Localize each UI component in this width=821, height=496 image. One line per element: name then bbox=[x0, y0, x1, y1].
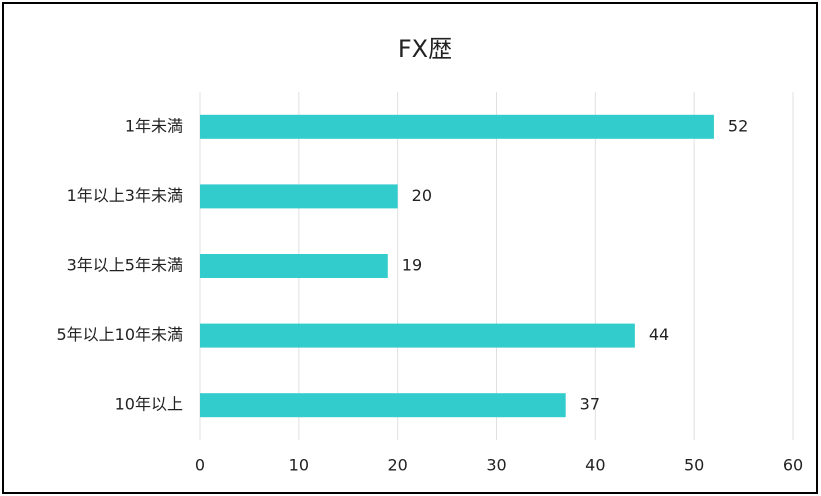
y-tick-label: 1年未満 bbox=[125, 116, 183, 135]
x-tick-label: 40 bbox=[585, 456, 605, 475]
bar bbox=[200, 184, 398, 209]
value-label: 44 bbox=[649, 325, 669, 344]
bar bbox=[200, 114, 714, 139]
bar bbox=[200, 323, 635, 348]
x-tick-label: 0 bbox=[195, 456, 205, 475]
bar bbox=[200, 254, 388, 278]
value-label: 52 bbox=[728, 116, 748, 135]
x-tick-label: 20 bbox=[387, 456, 407, 475]
chart-title: FX歴 bbox=[398, 35, 452, 63]
x-tick-label: 10 bbox=[289, 456, 309, 475]
value-label: 37 bbox=[580, 395, 600, 414]
x-tick-label: 60 bbox=[783, 456, 803, 475]
y-tick-label: 5年以上10年未満 bbox=[56, 325, 183, 344]
y-tick-label: 3年以上5年未満 bbox=[67, 256, 183, 275]
value-label: 19 bbox=[402, 256, 422, 275]
value-label: 20 bbox=[412, 186, 432, 205]
y-tick-label: 10年以上 bbox=[115, 395, 183, 414]
bar bbox=[200, 393, 566, 418]
y-tick-label: 1年以上3年未満 bbox=[67, 186, 183, 205]
x-tick-label: 30 bbox=[486, 456, 506, 475]
x-tick-label: 50 bbox=[684, 456, 704, 475]
